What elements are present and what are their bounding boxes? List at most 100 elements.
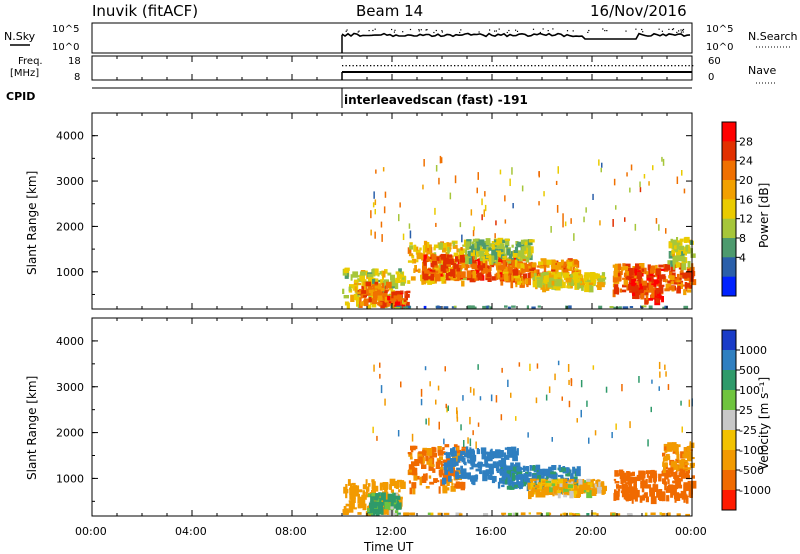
nave-dot (667, 65, 669, 67)
heatmap-cell (374, 199, 377, 206)
heatmap-cell (645, 294, 649, 301)
heatmap-cell (345, 490, 348, 499)
nave-dot (548, 65, 550, 67)
heatmap-cell (529, 478, 536, 482)
heatmap-cell (374, 231, 376, 239)
heatmap-cell (471, 464, 474, 470)
heatmap-cell (461, 277, 467, 281)
heatmap-cell (636, 266, 641, 270)
heatmap-cell (490, 257, 494, 265)
heatmap-cell (573, 275, 579, 281)
heatmap-cell (470, 458, 476, 466)
nave-dot (646, 65, 648, 67)
nave-dot (373, 65, 375, 67)
heatmap-cell (508, 253, 512, 260)
nave-dot (454, 65, 456, 67)
nave-dot (527, 65, 529, 67)
heatmap-cell (532, 281, 537, 288)
heatmap-cell (515, 462, 521, 470)
heatmap-cell (542, 260, 548, 265)
nave-dot (639, 65, 641, 67)
heatmap-cell (641, 280, 647, 286)
heatmap-cell (646, 474, 649, 478)
heatmap-cell (460, 485, 465, 491)
heatmap-cell (472, 270, 477, 279)
heatmap-cell (551, 280, 555, 286)
nave-dot (506, 65, 508, 67)
heatmap-cell (557, 478, 563, 484)
heatmap-cell (442, 485, 448, 494)
heatmap-cell (411, 255, 415, 259)
heatmap-cell (504, 480, 511, 485)
heatmap-cell (427, 512, 431, 515)
heatmap-cell (391, 492, 395, 496)
heatmap-cell (681, 426, 683, 433)
heatmap-cell (534, 481, 538, 486)
heatmap-cell (576, 469, 581, 477)
heatmap-cell (655, 218, 658, 224)
heatmap-cell (371, 479, 375, 483)
heatmap-cell (586, 513, 590, 516)
heatmap-cell (455, 512, 462, 516)
heatmap-cell (504, 219, 507, 224)
nave-dot (685, 65, 687, 67)
heatmap-cell (574, 513, 581, 516)
heatmap-cell (524, 241, 528, 246)
heatmap-cell (373, 493, 379, 501)
heatmap-cell (431, 452, 437, 458)
nsearch-tick-top: 10^5 (706, 24, 733, 35)
nave-dot (573, 65, 575, 67)
heatmap-cell (425, 246, 428, 253)
heatmap-cell (543, 265, 547, 273)
heatmap-cell (447, 242, 452, 247)
heatmap-cell (535, 464, 541, 470)
heatmap-cell (395, 271, 400, 275)
heatmap-cell (562, 467, 566, 472)
heatmap-cell (498, 460, 503, 467)
heatmap-cell (395, 281, 399, 290)
heatmap-cell (670, 264, 676, 272)
heatmap-cell (612, 513, 618, 516)
heatmap-cell (616, 274, 622, 282)
nsearch-dot (542, 28, 544, 30)
heatmap-cell (494, 239, 497, 243)
heatmap-cell (633, 489, 638, 495)
heatmap-cell (536, 277, 542, 280)
heatmap-cell (414, 459, 420, 466)
heatmap-cell (533, 270, 537, 274)
nave-dot (468, 65, 470, 67)
cpid-value: interleavedscan (fast) -191 (344, 93, 528, 107)
heatmap-cell (381, 282, 385, 289)
heatmap-cell (637, 289, 643, 294)
heatmap-cell (518, 487, 522, 490)
heatmap-cell (613, 178, 616, 186)
heatmap-cell (645, 484, 652, 489)
heatmap-cell (650, 268, 655, 274)
colorbar-segment (722, 160, 736, 181)
station-title: Inuvik (fitACF) (92, 2, 198, 20)
heatmap-cell (552, 491, 555, 497)
heatmap-cell (638, 376, 640, 383)
heatmap-cell (637, 270, 641, 273)
nsearch-dot (566, 30, 569, 32)
heatmap-cell (490, 448, 493, 455)
nave-dot (394, 65, 396, 67)
colorbar-tick-label: 28 (739, 135, 753, 148)
heatmap-cell (371, 298, 378, 305)
heatmap-cell (679, 468, 686, 475)
heatmap-cell (615, 264, 618, 273)
heatmap-cell (651, 265, 655, 271)
heatmap-cell (432, 254, 437, 263)
x-tick-label: 12:00 (375, 525, 407, 538)
heatmap-cell (495, 250, 501, 257)
heatmap-cell (663, 465, 666, 473)
heatmap-cell (578, 274, 583, 279)
nsearch-dot (672, 28, 675, 30)
heatmap-cell (665, 283, 672, 289)
heatmap-cell (563, 262, 568, 267)
heatmap-cell (581, 285, 584, 291)
heatmap-cell (546, 483, 550, 491)
heatmap-cell (453, 252, 459, 257)
heatmap-cell (551, 437, 553, 442)
heatmap-cell (474, 238, 478, 247)
